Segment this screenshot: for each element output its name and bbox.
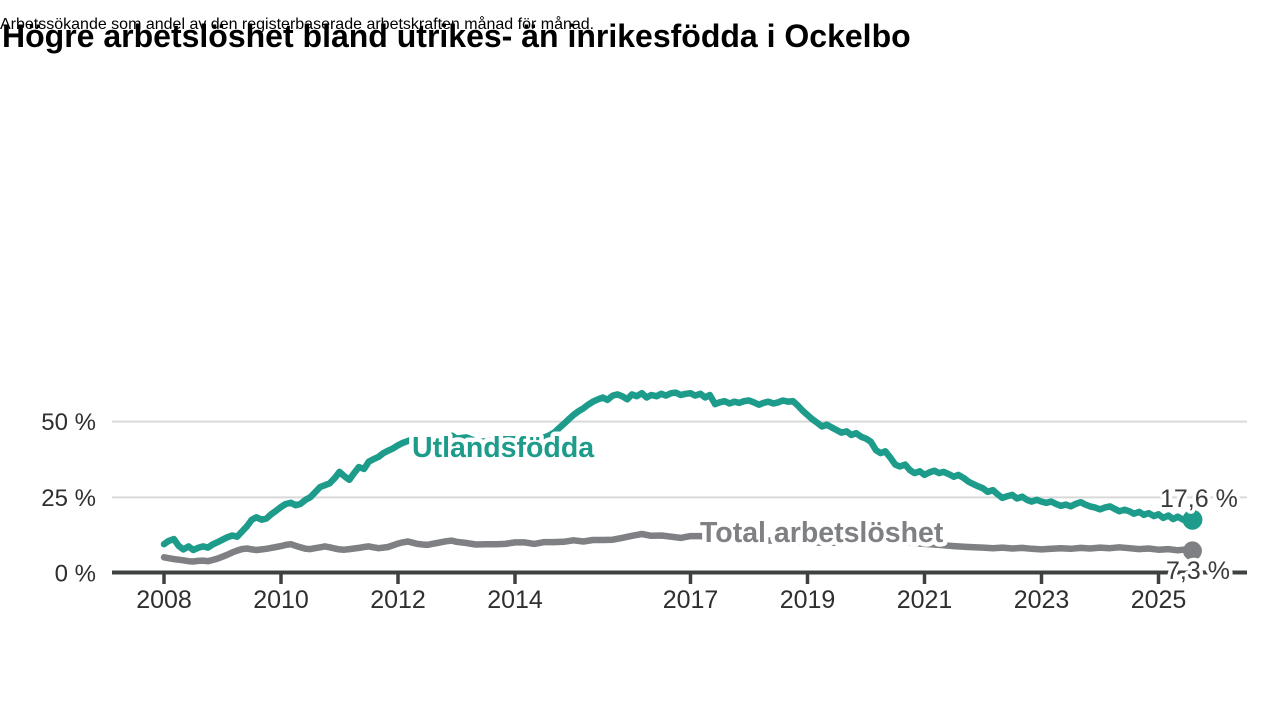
x-tick-label: 2008 <box>136 586 192 614</box>
x-tick-label: 2023 <box>1014 586 1070 614</box>
line-chart: 2008 2010 2012 2014 2017 2019 2021 2023 2025 0 % 2… <box>41 389 1247 614</box>
end-value-label: 7,3 % <box>1166 557 1230 585</box>
series-label-total: Total arbetslöshet <box>700 517 944 549</box>
x-tick-label: 2012 <box>370 586 426 614</box>
series-end-dot <box>1182 509 1203 530</box>
x-tick-label: 2014 <box>487 586 543 614</box>
series-line-total <box>160 530 1196 565</box>
x-tick-label: 2017 <box>663 586 719 614</box>
series-end-dot <box>1182 541 1202 561</box>
y-tick-label: 25 % <box>41 485 96 512</box>
chart-subtitle: Arbetssökande som andel av den registerb… <box>0 16 595 33</box>
y-tick-label: 0 % <box>55 561 96 588</box>
y-tick-label: 50 % <box>41 409 96 436</box>
x-tick-label: 2019 <box>780 586 836 614</box>
x-tick-label: 2010 <box>253 586 309 614</box>
page-title: Högre arbetslöshet bland utrikes- än inr… <box>2 18 911 54</box>
end-value-label: 17,6 % <box>1160 485 1238 513</box>
series-label-utlandsfodda: Utlandsfödda <box>412 432 595 464</box>
series-line-utlandsfodda <box>160 389 1196 554</box>
x-tick-label: 2021 <box>897 586 953 614</box>
x-tick-label: 2025 <box>1131 586 1187 614</box>
